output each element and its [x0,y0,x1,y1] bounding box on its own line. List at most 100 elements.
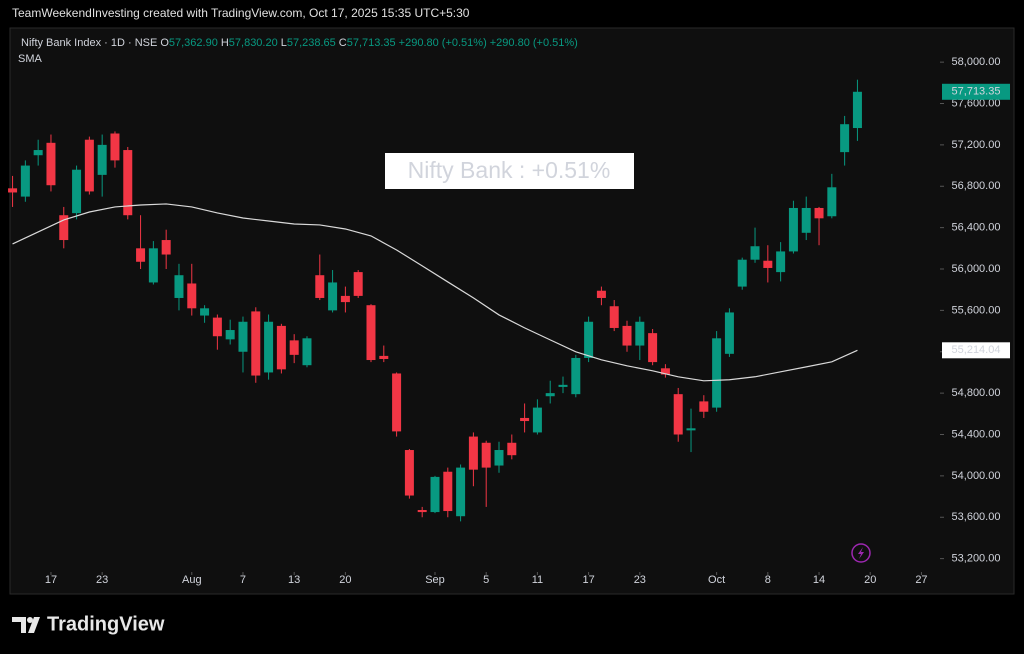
candle-body [750,246,760,260]
candle-body [712,338,722,408]
candle-body [763,260,773,268]
candle-body [379,355,389,359]
sma-price-box [942,342,1010,359]
x-tick-label: 5 [483,574,489,586]
candle-body [174,275,184,298]
candle-body [852,91,862,129]
x-tick-label: 20 [339,574,351,586]
candle-body [635,321,645,346]
x-tick-label: 7 [240,574,246,586]
candle-body [110,133,120,161]
candle-body [571,357,581,395]
candle-body [788,207,798,252]
y-tick-label: 58,000.00 [952,56,1001,68]
x-tick-label: 11 [532,574,543,586]
x-tick-label: Sep [425,574,445,586]
candle-body [532,407,542,433]
y-tick-label: 56,400.00 [952,222,1001,234]
candle-body [251,311,261,376]
candle-body [148,248,158,283]
legend-change: +290.80 (+0.51%) [399,37,487,49]
y-tick-label: 57,200.00 [952,139,1001,151]
candle-body [33,150,43,156]
candle-body [840,124,850,153]
candle-body [737,259,747,287]
x-tick-label: 13 [288,574,300,586]
sma-price-label: 55,214.04 [952,344,1001,356]
x-tick-label: 17 [582,574,594,586]
candle-body [481,442,491,468]
candle-body [660,368,670,375]
candle-body [276,325,286,370]
candle-body [353,272,363,296]
candle-body [673,394,683,435]
y-tick-label: 55,600.00 [952,304,1001,316]
x-tick-label: 14 [813,574,825,586]
last-price-box [942,83,1010,100]
candle-body [609,306,619,328]
candle-body [545,393,555,397]
x-tick-label: 27 [915,574,927,586]
candle-body [328,282,338,311]
candle-body [776,251,786,273]
legend-value: 57,238.65 [287,37,336,49]
bolt-icon [851,543,871,563]
candle-body [20,165,30,197]
candle-body [212,317,222,337]
candle-body [404,450,414,496]
x-tick-label: 20 [864,574,876,586]
annotation: Nifty Bank : +0.51% [408,157,611,183]
x-tick-label: 17 [45,574,57,586]
candle-body [72,169,82,214]
brand: TradingView [12,613,165,635]
candle-body [340,295,350,303]
y-tick-label: 54,000.00 [952,470,1001,482]
legend-key: O [160,37,169,49]
brand-logo-dot [27,617,33,623]
annotation-box [385,153,634,189]
candle-body [827,187,837,217]
bolt [858,547,864,559]
x-tick-label: Oct [708,574,725,586]
candle-body [430,476,440,513]
candle-body [584,321,594,358]
candle-body [507,442,517,456]
candle-body [238,321,248,352]
candle-body [801,207,811,233]
legend-value: 57,713.35 [347,37,396,49]
candle-body [46,142,56,186]
legend-key: C [339,37,347,49]
candle-body [596,290,606,298]
y-tick-label: 54,800.00 [952,387,1001,399]
candle-body [289,340,299,355]
candle-body [59,215,69,241]
x-tick-label: 23 [634,574,646,586]
x-tick-label: 23 [96,574,108,586]
candle-body [8,188,18,193]
candle-body [468,436,478,470]
x-tick-label: 8 [765,574,771,586]
legend-key: H [221,37,229,49]
y-tick-label: 53,200.00 [952,553,1001,565]
legend-value: 57,830.20 [229,37,278,49]
candle-body [814,207,824,219]
candle-body [123,150,133,216]
legend-title: Nifty Bank Index · 1D · NSE [21,37,157,49]
bolt-circle [851,543,871,563]
candle-body [315,275,325,298]
y-tick-label: 56,000.00 [952,263,1001,275]
candle-body [417,510,427,513]
candle-body [161,240,171,255]
last-price-label: 57,713.35 [952,86,1001,98]
chart-panel [9,27,1015,595]
candle-body [724,312,734,354]
candle-body [558,384,568,387]
candle-body [622,325,632,346]
legend-sma: SMA [18,53,43,65]
candle-body [456,467,466,517]
y-tick-label: 57,600.00 [952,97,1001,109]
candle-body [200,308,210,316]
candle-body [520,417,530,422]
candle-body [302,338,312,366]
